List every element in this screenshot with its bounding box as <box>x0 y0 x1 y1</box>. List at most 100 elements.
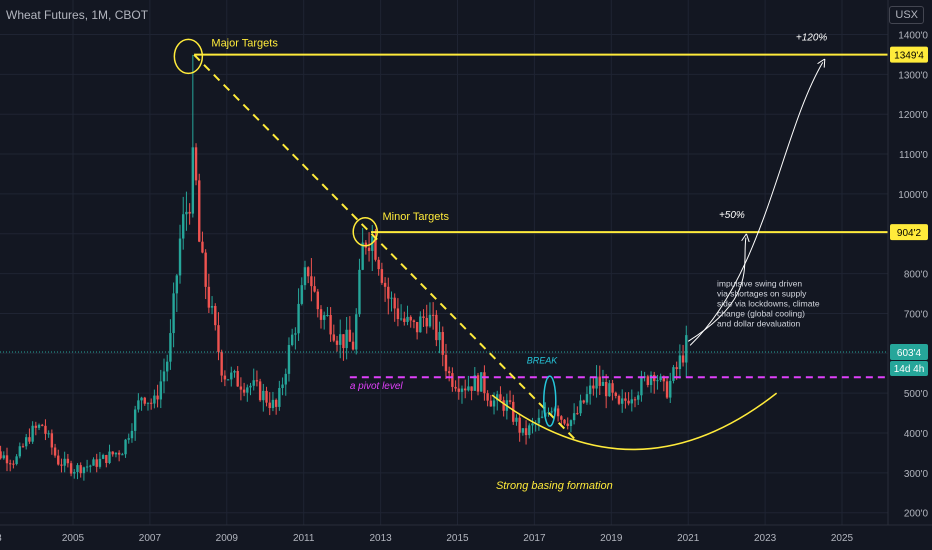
candle-body <box>438 332 441 341</box>
note-line: and dollar devaluation <box>717 318 800 328</box>
price-tick-label: 1100'0 <box>899 150 928 161</box>
candle-body <box>521 428 525 433</box>
price-tick-label: 1200'0 <box>898 110 928 121</box>
time-tick-label: 2013 <box>369 533 392 544</box>
note-line: impulsive swing driven <box>717 278 802 288</box>
price-tick-label: 1000'0 <box>898 190 928 201</box>
candle-body <box>403 318 406 322</box>
candle-body <box>130 430 134 439</box>
candle-body <box>217 325 220 352</box>
candle-body <box>460 388 464 392</box>
candle-body <box>441 332 444 355</box>
candle-body <box>175 275 179 294</box>
candle-body <box>358 269 361 315</box>
candle-body <box>595 376 598 389</box>
candle-body <box>428 314 432 327</box>
candle-body <box>326 314 329 316</box>
candle-body <box>242 389 246 393</box>
candle-body <box>60 464 63 466</box>
candle-body <box>476 375 480 392</box>
candle-body <box>425 317 428 327</box>
candle-body <box>470 386 473 391</box>
candle-body <box>576 413 579 415</box>
candle-body <box>345 329 348 349</box>
candle-body <box>66 458 70 464</box>
candle-body <box>50 433 54 448</box>
candle-body <box>57 455 60 465</box>
price-tick-label: 700'0 <box>904 309 929 320</box>
candle-body <box>300 285 303 304</box>
candle-body <box>89 465 92 467</box>
candle-body <box>351 341 355 350</box>
candle-body <box>361 242 364 270</box>
candle-body <box>21 446 25 448</box>
candle-body <box>367 247 371 251</box>
candle-body <box>41 424 44 426</box>
candle-body <box>188 211 191 214</box>
candle-body <box>396 308 400 320</box>
pct-120-label: +120% <box>796 32 828 43</box>
time-tick-label: 2009 <box>216 533 239 544</box>
currency-badge[interactable]: USX <box>889 6 924 24</box>
chart-title: Wheat Futures, 1M, CBOT <box>6 8 149 22</box>
candles <box>0 54 688 481</box>
candle-body <box>531 423 534 426</box>
price-tick-label: 1400'0 <box>898 31 928 42</box>
candle-body <box>685 335 688 363</box>
candle-body <box>281 384 284 389</box>
candle-body <box>447 371 451 374</box>
candle-body <box>515 417 518 422</box>
candle-body <box>489 400 493 407</box>
candle-body <box>518 417 521 433</box>
candle-body <box>294 333 297 335</box>
candle-body <box>630 399 634 404</box>
candle-body <box>127 438 130 440</box>
candle-body <box>422 316 425 318</box>
candle-body <box>159 381 162 400</box>
candle-body <box>210 305 214 308</box>
candle-body <box>390 297 393 299</box>
price-axis[interactable]: 200'0300'0400'0500'0600'0700'0800'0900'0… <box>887 0 929 525</box>
downtrend-line <box>193 54 578 442</box>
candle-body <box>633 399 637 401</box>
candle-body <box>332 334 336 341</box>
candle-body <box>274 399 278 407</box>
major-price-tag: 1349'4 <box>894 51 924 62</box>
candle-body <box>435 314 438 341</box>
candle-body <box>556 408 560 417</box>
candle-body <box>348 329 352 342</box>
candle-body <box>508 400 512 402</box>
time-axis[interactable]: 03 2005 2007 2009 2011 2013 2015 2017 2019 2021 20… <box>0 524 932 544</box>
candle-body <box>117 452 121 455</box>
candle-body <box>146 402 150 404</box>
candle-body <box>149 402 153 404</box>
candle-body <box>419 316 422 333</box>
candle-body <box>8 463 12 465</box>
candle-body <box>454 386 457 389</box>
candle-body <box>230 372 233 380</box>
time-tick-label: 2011 <box>293 533 315 544</box>
candle-body <box>480 372 483 392</box>
candle-body <box>69 463 73 474</box>
candle-body <box>105 455 108 463</box>
pct-50-label: +50% <box>719 210 745 221</box>
candle-body <box>101 455 105 459</box>
candle-body <box>44 425 47 434</box>
candle-body <box>649 374 653 385</box>
candle-body <box>198 180 201 242</box>
candle-body <box>560 416 563 420</box>
candle-body <box>262 390 265 401</box>
candle-body <box>627 400 630 404</box>
pivot-label: a pivot level <box>350 381 404 392</box>
candle-body <box>537 417 541 424</box>
major-target-circle <box>173 38 204 75</box>
candle-body <box>316 291 319 310</box>
candle-body <box>34 425 38 428</box>
candle-body <box>620 398 624 404</box>
minor-price-tag-bg <box>890 224 928 241</box>
price-tick-label: 400'0 <box>904 429 929 440</box>
candle-body <box>246 387 249 393</box>
candle-body <box>486 393 489 401</box>
candle-body <box>185 211 188 215</box>
